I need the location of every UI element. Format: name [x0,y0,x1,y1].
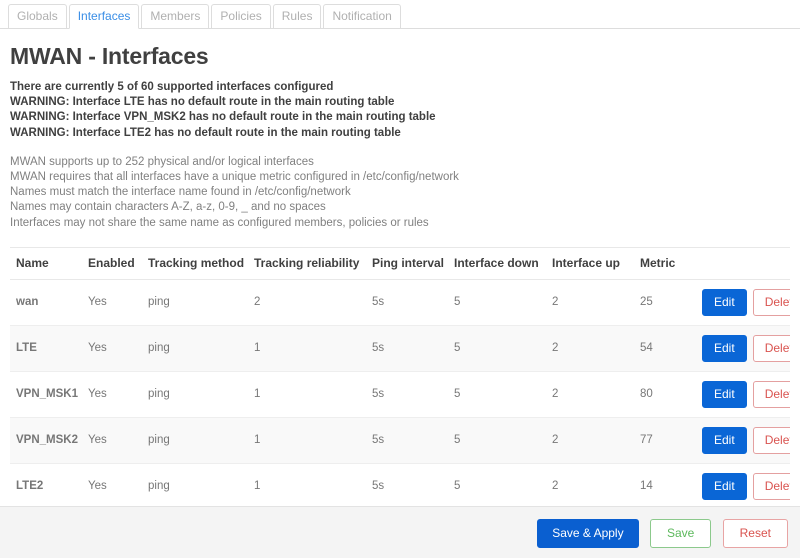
cell-up: 2 [546,325,634,372]
cell-metric: 14 [634,463,696,510]
hint-text: Interfaces may not share the same name a… [10,216,429,229]
cell-metric: 25 [634,279,696,326]
cell-down: 5 [448,463,546,510]
interfaces-table: Name Enabled Tracking method Tracking relia… [10,246,790,510]
edit-button[interactable]: Edit [702,334,747,362]
cell-reliability: 1 [248,325,366,372]
cell-enabled: Yes [82,417,142,464]
delete-button[interactable]: Delete [752,380,790,408]
column-header: Interface up [546,246,634,280]
delete-button[interactable]: Delete [752,288,790,316]
cell-name: VPN_MSK2 [10,417,82,464]
cell-method: ping [142,279,248,326]
cell-down: 5 [448,279,546,326]
cell-metric: 54 [634,325,696,372]
cell-name: VPN_MSK1 [10,371,82,418]
tab-notification[interactable]: Notification [323,4,401,28]
column-header: Metric [634,246,696,280]
cell-interval: 5s [366,371,448,418]
column-header: Tracking reliability [248,246,366,280]
tab-members[interactable]: Members [141,4,210,28]
cell-actions: EditDelete [696,371,790,418]
cell-reliability: 2 [248,279,366,326]
footer-actions: Save & Apply Save Reset [0,506,800,558]
edit-button[interactable]: Edit [702,426,747,454]
cell-up: 2 [546,463,634,510]
column-header: Interface down [448,246,546,280]
notice-list: There are currently 5 of 60 supported in… [10,80,790,141]
delete-button[interactable]: Delete [752,472,790,500]
cell-reliability: 1 [248,417,366,464]
cell-actions: EditDelete [696,325,790,372]
column-header: Ping interval [366,246,448,280]
cell-interval: 5s [366,463,448,510]
table-body: wanYesping25s5225EditDeleteLTEYesping15s… [10,279,790,510]
column-header [696,246,790,280]
cell-interval: 5s [366,417,448,464]
column-header: Name [10,246,82,280]
cell-up: 2 [546,417,634,464]
warning-notice: WARNING: Interface LTE2 has no default r… [10,126,401,139]
save-button[interactable]: Save [649,519,712,548]
cell-method: ping [142,463,248,510]
tab-rules[interactable]: Rules [272,4,322,28]
cell-method: ping [142,417,248,464]
cell-name: LTE [10,325,82,372]
edit-button[interactable]: Edit [702,288,747,316]
hint-text: Names may contain characters A-Z, a-z, 0… [10,201,326,214]
main-content: MWAN - Interfaces There are currently 5 … [0,43,800,558]
hint-text: Names must match the interface name foun… [10,186,351,199]
cell-down: 5 [448,371,546,418]
column-header: Enabled [82,246,142,280]
warning-notice: WARNING: Interface LTE has no default ro… [10,96,395,109]
cell-reliability: 1 [248,371,366,418]
table-row: LTEYesping15s5254EditDelete [10,325,790,372]
table-header: Name Enabled Tracking method Tracking relia… [10,246,790,280]
cell-up: 2 [546,371,634,418]
cell-actions: EditDelete [696,279,790,326]
cell-name: wan [10,279,82,326]
cell-interval: 5s [366,279,448,326]
cell-down: 5 [448,325,546,372]
cell-metric: 80 [634,371,696,418]
cell-reliability: 1 [248,463,366,510]
save-and-apply-button[interactable]: Save & Apply [537,519,639,548]
warning-notice: WARNING: Interface VPN_MSK2 has no defau… [10,111,436,124]
interface-count-notice: There are currently 5 of 60 supported in… [10,81,334,93]
table-row: wanYesping25s5225EditDelete [10,279,790,326]
cell-method: ping [142,371,248,418]
tab-policies[interactable]: Policies [211,4,271,28]
table-row: VPN_MSK1Yesping15s5280EditDelete [10,371,790,418]
cell-actions: EditDelete [696,463,790,510]
cell-actions: EditDelete [696,417,790,464]
hint-list: MWAN supports up to 252 physical and/or … [10,155,790,231]
tab-bar: Globals Interfaces Members Policies Rules Not… [0,0,800,29]
cell-up: 2 [546,279,634,326]
table-row: LTE2Yesping15s5214EditDelete [10,463,790,510]
cell-interval: 5s [366,325,448,372]
cell-enabled: Yes [82,279,142,326]
column-header: Tracking method [142,246,248,280]
cell-enabled: Yes [82,371,142,418]
reset-button[interactable]: Reset [722,519,788,548]
cell-enabled: Yes [82,325,142,372]
delete-button[interactable]: Delete [752,426,790,454]
edit-button[interactable]: Edit [702,380,747,408]
cell-metric: 77 [634,417,696,464]
delete-button[interactable]: Delete [752,334,790,362]
hint-text: MWAN supports up to 252 physical and/or … [10,155,314,168]
tab-globals[interactable]: Globals [8,4,67,28]
cell-method: ping [142,325,248,372]
page-title: MWAN - Interfaces [10,43,209,69]
cell-name: LTE2 [10,463,82,510]
tab-interfaces[interactable]: Interfaces [68,4,140,29]
cell-enabled: Yes [82,463,142,510]
table-row: VPN_MSK2Yesping15s5277EditDelete [10,417,790,464]
table-header-row: Name Enabled Tracking method Tracking relia… [10,246,790,280]
edit-button[interactable]: Edit [702,472,747,500]
hint-text: MWAN requires that all interfaces have a… [10,171,459,184]
cell-down: 5 [448,417,546,464]
